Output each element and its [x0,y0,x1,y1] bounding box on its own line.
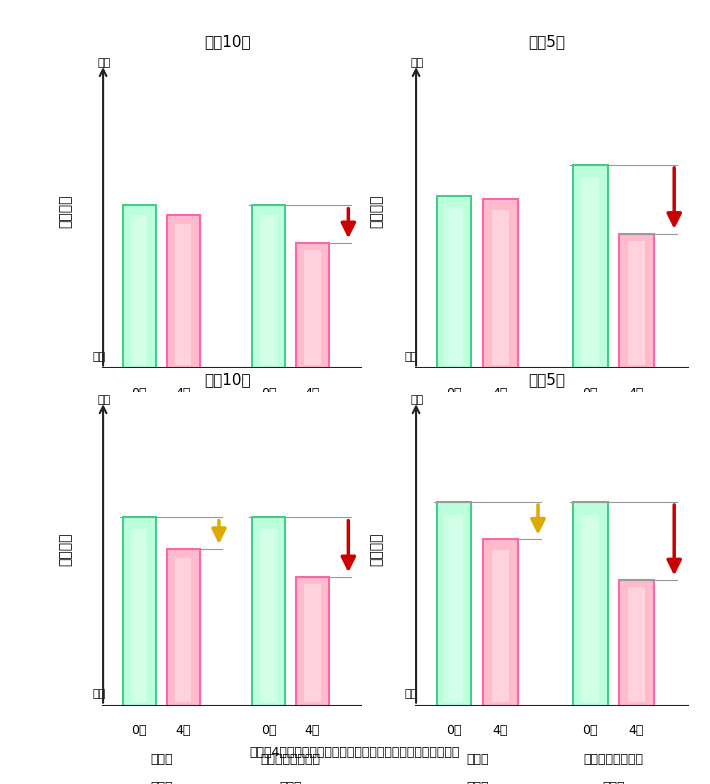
Text: 無配合: 無配合 [150,753,173,766]
FancyBboxPatch shape [296,243,329,368]
Text: 化粧水: 化粧水 [466,781,488,784]
FancyBboxPatch shape [628,587,645,702]
Title: 男女10名: 男女10名 [204,372,251,387]
FancyBboxPatch shape [131,529,148,702]
Text: 0週: 0週 [582,387,598,401]
Text: 0週: 0週 [131,724,147,738]
FancyBboxPatch shape [483,539,518,706]
Text: 0週: 0週 [446,387,462,401]
Text: 低い: 低い [92,352,106,362]
Text: 肌厚み感: 肌厚み感 [58,195,72,228]
Text: 高い: 高い [410,395,424,405]
FancyBboxPatch shape [261,216,277,365]
FancyBboxPatch shape [573,502,608,706]
Text: 無配合: 無配合 [466,753,488,766]
FancyBboxPatch shape [445,207,463,365]
Text: くすみ感: くすみ感 [58,532,72,565]
Text: 0週: 0週 [582,724,598,738]
Text: 化粧水: 化粧水 [279,444,302,457]
Text: 低い: 低い [92,689,106,699]
Text: 0週: 0週 [261,724,276,738]
FancyBboxPatch shape [175,558,192,702]
FancyBboxPatch shape [123,205,155,368]
Text: 無配合: 無配合 [150,416,173,429]
Title: 女性5名: 女性5名 [528,34,565,49]
Text: 化粧水: 化粧水 [466,444,488,457]
Text: 低い: 低い [405,352,418,362]
Text: 4週: 4週 [175,724,191,738]
Text: 低い: 低い [405,689,418,699]
Text: くすみ感: くすみ感 [369,532,383,565]
FancyBboxPatch shape [437,502,471,706]
Text: 4週: 4週 [493,387,508,401]
FancyBboxPatch shape [305,584,321,702]
Text: 4週: 4週 [305,724,320,738]
Text: 高い: 高い [98,58,111,68]
Text: ローズマリー配合: ローズマリー配合 [261,416,320,429]
Text: ローズマリー配合: ローズマリー配合 [584,416,643,429]
FancyBboxPatch shape [581,178,599,365]
FancyBboxPatch shape [445,515,463,702]
FancyBboxPatch shape [131,216,148,365]
Text: 0週: 0週 [131,387,147,401]
FancyBboxPatch shape [619,234,654,368]
FancyBboxPatch shape [167,215,200,368]
Title: 女性5名: 女性5名 [528,372,565,387]
Title: 男女10名: 男女10名 [204,34,251,49]
FancyBboxPatch shape [252,205,285,368]
Text: 4週: 4週 [629,724,644,738]
Text: ローズマリー配合: ローズマリー配合 [261,753,320,766]
FancyBboxPatch shape [252,517,285,706]
Text: 化粧水: 化粧水 [602,444,625,457]
Text: 肌厚み感: 肌厚み感 [369,195,383,228]
Text: 無配合: 無配合 [466,416,488,429]
FancyBboxPatch shape [491,209,509,365]
Text: 化粧水: 化粧水 [150,781,173,784]
Text: 4週: 4週 [629,387,644,401]
FancyBboxPatch shape [167,549,200,706]
Text: 4週: 4週 [493,724,508,738]
FancyBboxPatch shape [581,515,599,702]
FancyBboxPatch shape [261,529,277,702]
Text: 化粧水4週間使用後の肌厚み感、くすみ感（アンケート結果）: 化粧水4週間使用後の肌厚み感、くすみ感（アンケート結果） [250,746,460,759]
FancyBboxPatch shape [296,577,329,706]
FancyBboxPatch shape [491,550,509,702]
Text: 0週: 0週 [261,387,276,401]
Text: 高い: 高い [98,395,111,405]
FancyBboxPatch shape [619,580,654,706]
FancyBboxPatch shape [123,517,155,706]
FancyBboxPatch shape [483,199,518,368]
FancyBboxPatch shape [305,250,321,365]
FancyBboxPatch shape [175,224,192,365]
Text: ローズマリー配合: ローズマリー配合 [584,753,643,766]
Text: 化粧水: 化粧水 [279,781,302,784]
FancyBboxPatch shape [437,196,471,368]
FancyBboxPatch shape [628,241,645,365]
Text: 化粧水: 化粧水 [602,781,625,784]
Text: 化粧水: 化粧水 [150,444,173,457]
Text: 4週: 4週 [175,387,191,401]
Text: 0週: 0週 [446,724,462,738]
Text: 高い: 高い [410,58,424,68]
Text: 4週: 4週 [305,387,320,401]
FancyBboxPatch shape [573,165,608,368]
